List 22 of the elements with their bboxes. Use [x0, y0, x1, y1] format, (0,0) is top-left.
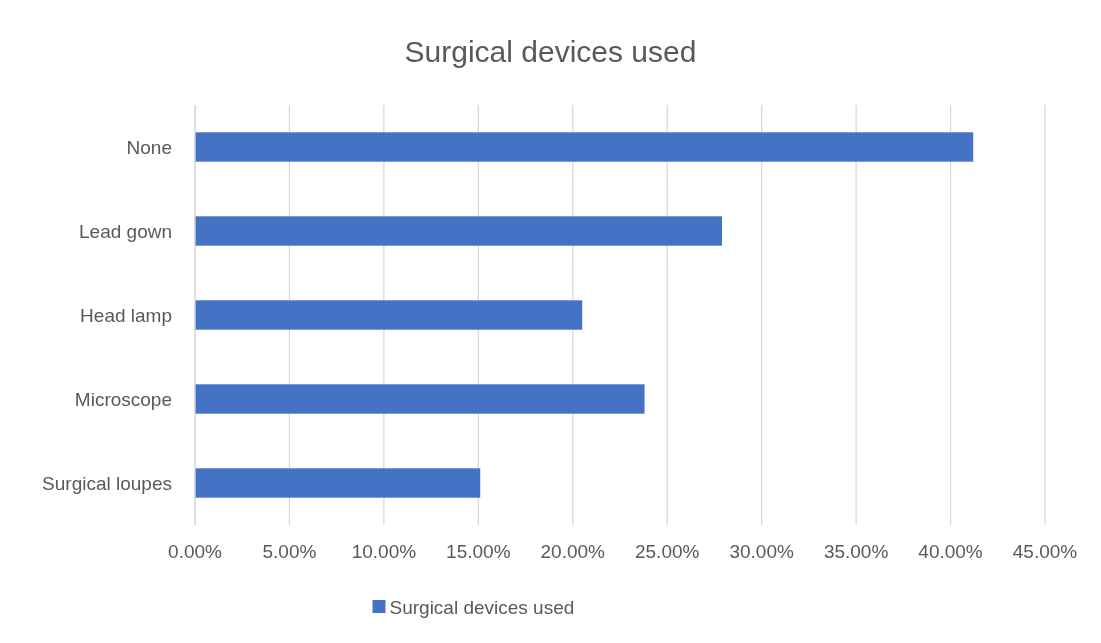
x-tick-label: 10.00% [351, 541, 417, 562]
y-tick-label: None [126, 136, 172, 158]
bar [195, 216, 722, 246]
x-tick-label: 45.00% [1012, 541, 1078, 562]
y-tick-label: Surgical loupes [42, 472, 172, 494]
y-tick-label: Microscope [74, 388, 172, 410]
bar [195, 468, 481, 498]
x-tick-label: 25.00% [635, 541, 700, 562]
bar [195, 384, 645, 414]
x-tick-label: 35.00% [823, 541, 889, 562]
x-tick-label: 15.00% [446, 541, 511, 562]
x-tick-label: 30.00% [729, 541, 794, 562]
x-tick-label: 0.00% [168, 541, 223, 562]
bar [195, 300, 583, 330]
chart-title: Surgical devices used [404, 35, 697, 68]
x-tick-label: 20.00% [540, 541, 606, 562]
x-tick-label: 5.00% [262, 541, 317, 562]
y-tick-label: Head lamp [80, 304, 172, 326]
y-tick-label: Lead gown [79, 220, 172, 242]
legend-label: Surgical devices used [389, 596, 575, 618]
bar [195, 132, 974, 162]
x-tick-label: 40.00% [918, 541, 983, 562]
